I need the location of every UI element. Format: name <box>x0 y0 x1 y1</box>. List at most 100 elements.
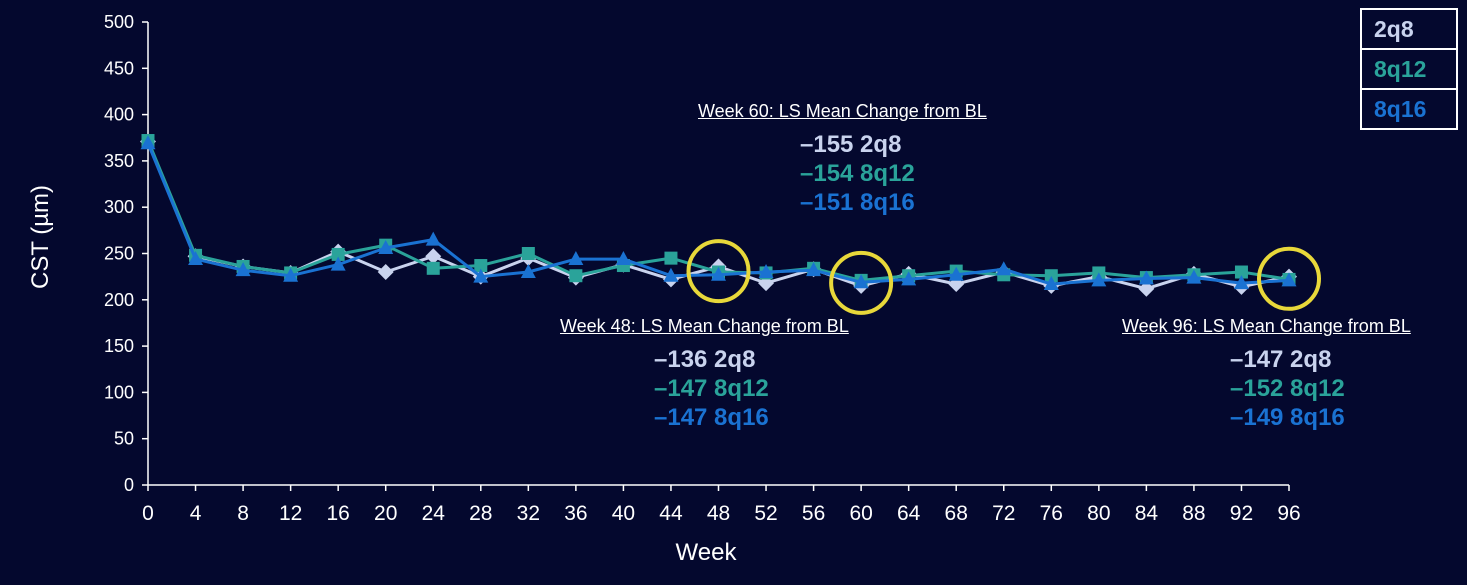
data-point-2q8 <box>425 248 442 265</box>
data-point-8q16 <box>758 264 774 279</box>
y-tick-label: 350 <box>104 151 134 171</box>
data-point-8q16 <box>996 261 1012 276</box>
x-tick-label: 52 <box>754 502 777 525</box>
x-tick-label: 28 <box>469 502 492 525</box>
data-point-8q16 <box>663 267 679 282</box>
x-tick-label: 12 <box>279 502 302 525</box>
x-tick-label: 32 <box>517 502 540 525</box>
data-point-8q16 <box>853 274 869 289</box>
highlight-circles <box>686 239 1321 315</box>
annotation-value-8q16: –149 8q16 <box>1230 404 1345 431</box>
y-tick-label: 0 <box>124 475 134 495</box>
data-point-8q16 <box>1186 269 1202 284</box>
data-point-8q16 <box>1091 272 1107 287</box>
x-tick-label: 8 <box>237 502 249 525</box>
x-tick-label: 0 <box>142 502 154 525</box>
annotation-value-2q8: –136 2q8 <box>654 346 756 373</box>
data-point-8q12 <box>474 259 488 273</box>
x-tick-label: 40 <box>612 502 635 525</box>
legend: 2q8 8q12 8q16 <box>1360 8 1458 130</box>
data-point-8q16 <box>568 251 584 266</box>
x-tick-label: 36 <box>564 502 587 525</box>
x-tick-label: 68 <box>945 502 968 525</box>
series-layer <box>140 133 1297 297</box>
data-point-8q16 <box>1138 270 1154 285</box>
y-tick-label: 150 <box>104 336 134 356</box>
annotation-value-2q8: –147 2q8 <box>1230 346 1332 373</box>
data-point-8q12 <box>1044 269 1058 283</box>
data-point-8q16 <box>235 262 251 277</box>
data-point-8q12 <box>569 269 583 283</box>
data-point-8q16 <box>283 267 299 282</box>
data-point-8q16 <box>1233 275 1249 290</box>
data-point-8q12 <box>521 247 535 260</box>
y-tick-label: 100 <box>104 382 134 402</box>
data-point-2q8 <box>377 264 394 281</box>
data-point-8q12 <box>426 261 440 275</box>
legend-item-8q16: 8q16 <box>1374 96 1427 122</box>
y-tick-label: 450 <box>104 58 134 78</box>
data-point-8q16 <box>140 135 156 150</box>
annotation-value-8q12: –154 8q12 <box>800 160 915 187</box>
y-tick-label: 50 <box>114 429 134 449</box>
annotation-title: Week 60: LS Mean Change from BL <box>698 101 987 121</box>
x-tick-label: 4 <box>190 502 202 525</box>
x-tick-label: 84 <box>1135 502 1159 525</box>
x-axis-ticks: 0 4 8 12 16 20 24 28 32 36 40 44 48 52 56 60 64 68 72 76 80 8… <box>142 485 1301 525</box>
data-point-2q8 <box>1138 280 1155 297</box>
data-point-8q16 <box>520 264 536 279</box>
y-tick-label: 400 <box>104 105 134 125</box>
annotation-title: Week 96: LS Mean Change from BL <box>1122 316 1411 336</box>
y-tick-label: 200 <box>104 290 134 310</box>
x-tick-label: 60 <box>849 502 872 525</box>
annotation-value-8q12: –152 8q12 <box>1230 375 1345 402</box>
annotation-value-8q16: –147 8q16 <box>654 404 769 431</box>
series-8q16 <box>140 135 1297 291</box>
annotation-week60: Week 60: LS Mean Change from BL –155 2q8… <box>698 101 987 217</box>
data-point-8q16 <box>1043 276 1059 291</box>
data-point-8q16 <box>188 251 204 266</box>
data-point-8q12 <box>1234 265 1248 279</box>
legend-item-2q8: 2q8 <box>1362 10 1456 50</box>
data-point-8q16 <box>948 266 964 281</box>
data-point-8q16 <box>425 231 441 246</box>
annotation-title: Week 48: LS Mean Change from BL <box>560 316 849 336</box>
x-tick-label: 72 <box>992 502 1015 525</box>
x-tick-label: 88 <box>1182 502 1205 525</box>
x-tick-label: 64 <box>897 502 921 525</box>
data-point-8q16 <box>806 262 822 277</box>
data-point-8q12 <box>664 251 678 265</box>
x-axis-label: Week <box>676 539 738 566</box>
data-point-8q16 <box>615 251 631 266</box>
y-axis-ticks: 0 50 100 150 200 250 300 350 400 450 500 <box>104 12 148 495</box>
x-tick-label: 80 <box>1087 502 1110 525</box>
data-point-8q16 <box>901 271 917 286</box>
data-point-8q12 <box>331 247 345 261</box>
y-tick-label: 250 <box>104 244 134 264</box>
x-tick-label: 96 <box>1277 502 1300 525</box>
x-tick-label: 44 <box>659 502 683 525</box>
annotation-value-8q16: –151 8q16 <box>800 189 915 216</box>
y-tick-label: 300 <box>104 197 134 217</box>
x-tick-label: 56 <box>802 502 825 525</box>
x-tick-label: 48 <box>707 502 730 525</box>
data-point-8q16 <box>378 239 394 254</box>
annotation-week48: Week 48: LS Mean Change from BL –136 2q8… <box>560 316 849 432</box>
data-point-8q16 <box>330 256 346 271</box>
x-tick-label: 20 <box>374 502 397 525</box>
data-point-8q16 <box>1281 272 1297 287</box>
y-tick-label: 500 <box>104 12 134 32</box>
annotation-value-2q8: –155 2q8 <box>800 131 902 158</box>
y-axis-label: CST (µm) <box>27 185 54 289</box>
annotation-value-8q12: –147 8q12 <box>654 375 769 402</box>
highlight-circle-week-48 <box>686 239 751 304</box>
highlight-circle-week-96 <box>1257 246 1321 311</box>
x-tick-label: 92 <box>1230 502 1253 525</box>
legend-item-8q12: 8q12 <box>1362 50 1456 90</box>
data-point-8q16 <box>711 266 726 281</box>
x-tick-label: 16 <box>326 502 349 525</box>
highlight-circle-week-60 <box>829 250 894 315</box>
x-tick-label: 24 <box>422 502 446 525</box>
data-point-8q16 <box>473 268 489 283</box>
